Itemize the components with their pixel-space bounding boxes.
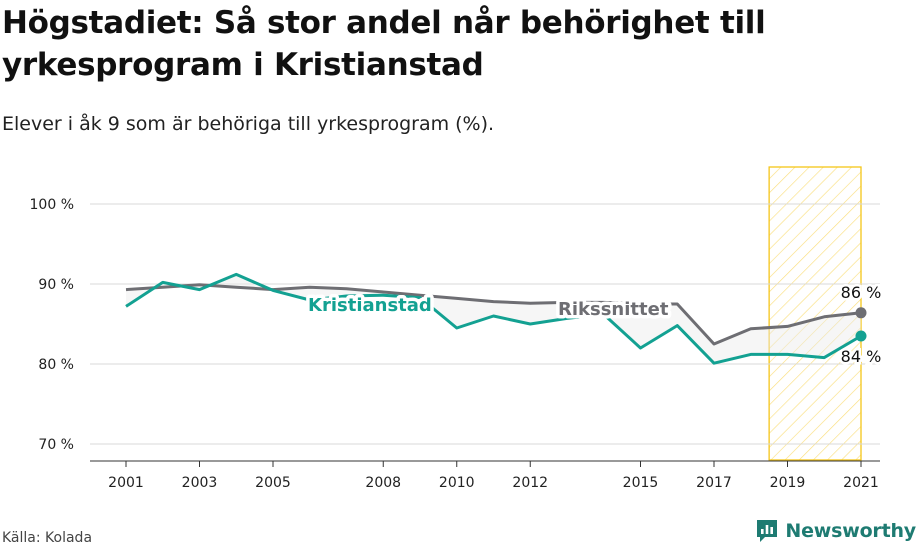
series-label-rikssnittet: Rikssnittet — [558, 299, 669, 320]
x-tick-label: 2005 — [255, 475, 291, 491]
x-tick-label: 2017 — [696, 475, 732, 491]
brand-name: Newsworthy — [785, 520, 916, 542]
line-chart: 70 % 80 % 90 % 100 % 2001 2003 2005 2008 2010 20… — [30, 166, 884, 491]
y-tick-label: 80 % — [38, 357, 74, 373]
x-tick-label: 2015 — [623, 475, 659, 491]
y-tick-label: 90 % — [38, 277, 74, 293]
x-tick-label: 2019 — [770, 475, 806, 491]
chart-subtitle: Elever i åk 9 som är behöriga till yrkes… — [2, 113, 495, 135]
x-tick-label: 2010 — [439, 475, 475, 491]
brand-logo: Newsworthy — [755, 518, 916, 544]
chart-bubble-icon — [757, 520, 778, 542]
gap-area — [126, 274, 861, 364]
series-label-kristianstad: Kristianstad — [308, 295, 432, 316]
x-tick-label: 2012 — [512, 475, 548, 491]
x-tick-label: 2003 — [182, 475, 218, 491]
y-tick-label: 100 % — [30, 197, 74, 213]
chart-title: Högstadiet: Så stor andel når behörighet… — [2, 5, 766, 83]
series-line-rikssnittet — [125, 283, 862, 346]
x-tick-label: 2021 — [843, 475, 879, 491]
end-label-kristianstad: 84 % — [841, 347, 882, 366]
source-note: Källa: Kolada — [2, 530, 93, 546]
series-endpoint-kristianstad — [855, 330, 867, 342]
end-label-rikssnittet: 86 % — [841, 283, 882, 302]
series-endpoint-rikssnittet — [855, 307, 867, 319]
y-tick-label: 70 % — [38, 437, 74, 453]
x-tick-label: 2008 — [365, 475, 401, 491]
x-tick-label: 2001 — [108, 475, 144, 491]
series-line-kristianstad — [125, 272, 862, 365]
